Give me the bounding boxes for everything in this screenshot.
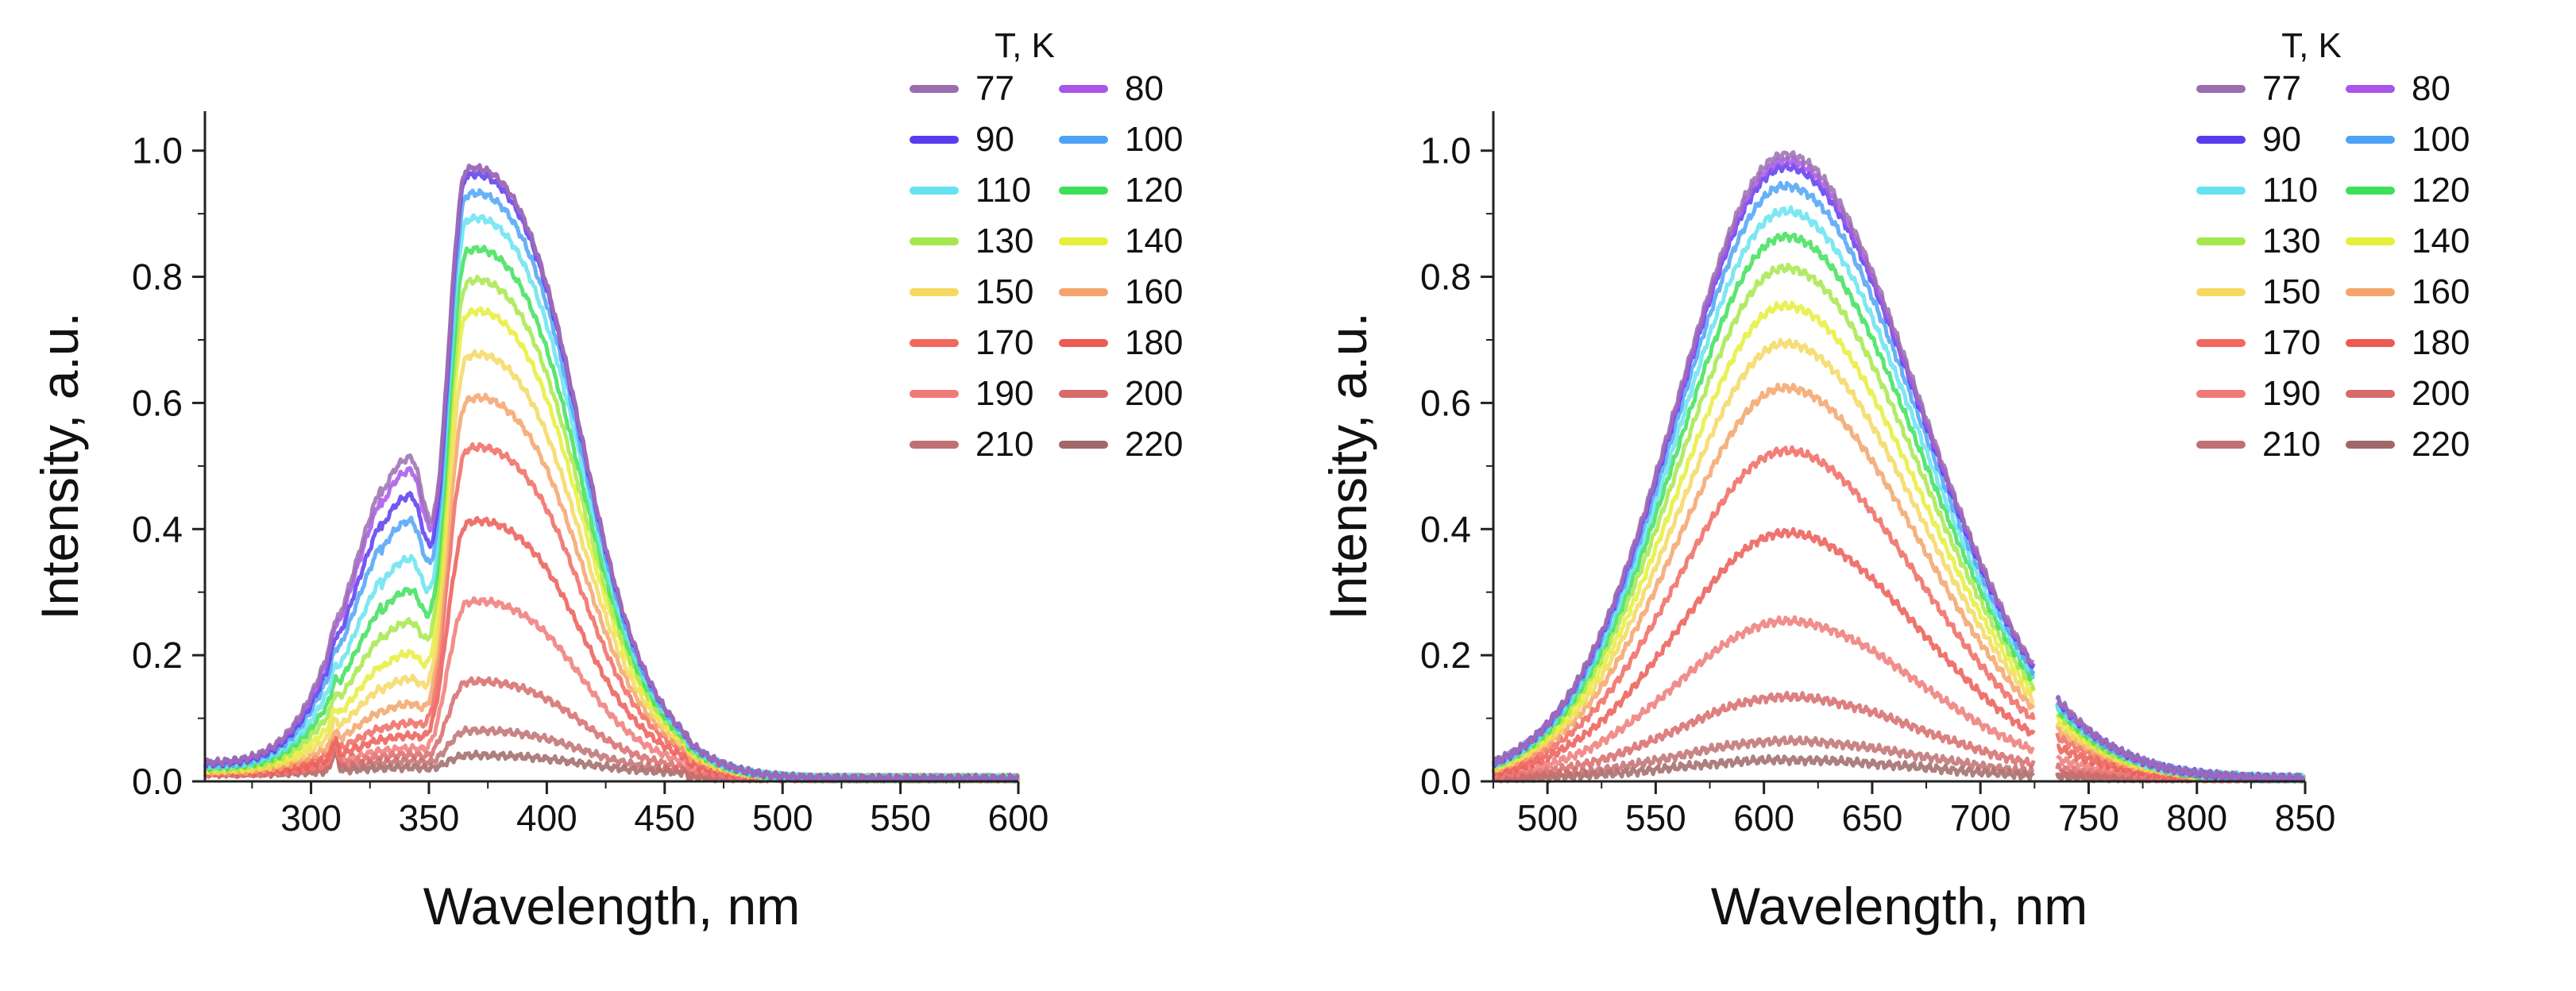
legend-label-90: 90 bbox=[2262, 120, 2301, 159]
legend-label-190: 190 bbox=[2262, 374, 2320, 413]
legend-label-110: 110 bbox=[975, 171, 1031, 210]
series-line-150K bbox=[1491, 337, 2306, 784]
series-line-110K bbox=[203, 213, 1020, 784]
x-tick-label: 750 bbox=[2058, 797, 2119, 839]
y-tick-label: 0.8 bbox=[132, 256, 183, 298]
legend-label-150: 150 bbox=[2262, 272, 2320, 311]
legend-label-77: 77 bbox=[2262, 69, 2301, 108]
series-lines bbox=[1491, 150, 2306, 784]
x-tick-label: 800 bbox=[2166, 797, 2227, 839]
legend-label-130: 130 bbox=[2262, 222, 2320, 260]
x-tick-label: 700 bbox=[1950, 797, 2011, 839]
legend-label-110: 110 bbox=[2262, 171, 2318, 210]
legend-label-220: 220 bbox=[1125, 425, 1183, 464]
legend-label-210: 210 bbox=[975, 425, 1033, 464]
y-tick-label: 0.4 bbox=[1420, 508, 1471, 549]
y-tick-label: 0.2 bbox=[1420, 634, 1471, 676]
y-tick-label: 0.2 bbox=[132, 634, 183, 676]
x-tick-label: 500 bbox=[1517, 797, 1578, 839]
y-tick-label: 0.6 bbox=[1420, 382, 1471, 423]
legend-label-170: 170 bbox=[975, 323, 1033, 362]
legend-label-210: 210 bbox=[2262, 425, 2320, 464]
legend-label-80: 80 bbox=[1125, 69, 1164, 108]
series-line-110K bbox=[1492, 205, 2305, 784]
x-tick-label: 500 bbox=[752, 797, 813, 839]
legend: T, K 77 80 90 100 110 120 130 140 150 160 170 180 190… bbox=[910, 26, 1183, 464]
legend-label-120: 120 bbox=[2412, 171, 2470, 210]
legend-label-150: 150 bbox=[975, 272, 1033, 311]
legend-label-100: 100 bbox=[1125, 120, 1183, 159]
legend-title: T, K bbox=[2281, 26, 2342, 65]
legend: T, K 77 80 90 100 110 120 130 140 150 160 170 180 190… bbox=[2196, 26, 2470, 464]
x-tick-label: 300 bbox=[280, 797, 342, 839]
y-axis-title: Intensity, a.u. bbox=[30, 312, 89, 620]
series-lines bbox=[203, 163, 1021, 784]
legend-label-130: 130 bbox=[975, 222, 1033, 260]
x-axis-title: Wavelength, nm bbox=[1711, 877, 2087, 935]
y-tick-label: 0.8 bbox=[1420, 256, 1471, 298]
legend-title: T, K bbox=[994, 26, 1055, 65]
legend-label-80: 80 bbox=[2412, 69, 2450, 108]
y-tick-label: 0.0 bbox=[1420, 761, 1471, 802]
y-tick-label: 0.6 bbox=[132, 382, 183, 423]
legend-label-200: 200 bbox=[1125, 374, 1183, 413]
y-tick-label: 0.0 bbox=[132, 761, 183, 802]
series-line-77K bbox=[203, 163, 1020, 784]
x-tick-label: 450 bbox=[634, 797, 695, 839]
x-tick-label: 650 bbox=[1842, 797, 1903, 839]
legend-label-90: 90 bbox=[975, 120, 1014, 159]
y-tick-label: 1.0 bbox=[132, 130, 183, 172]
legend-label-140: 140 bbox=[2412, 222, 2470, 260]
legend-label-200: 200 bbox=[2412, 374, 2470, 413]
legend-label-120: 120 bbox=[1125, 171, 1183, 210]
chart-panel-left: 300 350 400 450 500 550 600 0.0 0.2 0.4 0.6 0.8 1.0 W… bbox=[30, 26, 1183, 935]
legend-label-180: 180 bbox=[1125, 323, 1183, 362]
x-tick-label: 550 bbox=[870, 797, 931, 839]
series-line-120K bbox=[203, 245, 1020, 784]
legend-label-140: 140 bbox=[1125, 222, 1183, 260]
legend-label-160: 160 bbox=[1125, 272, 1183, 311]
x-axis-title: Wavelength, nm bbox=[423, 877, 800, 935]
legend-label-170: 170 bbox=[2262, 323, 2320, 362]
chart-panel-right: 500 550 600 650 700 750 800 850 0.0 0.2 0.4 0.6 0.8 1… bbox=[1319, 26, 2470, 935]
y-tick-label: 0.4 bbox=[132, 508, 183, 549]
y-tick-label: 1.0 bbox=[1420, 130, 1471, 172]
legend-label-220: 220 bbox=[2412, 425, 2470, 464]
y-axis-title: Intensity, a.u. bbox=[1319, 312, 1377, 620]
x-tick-label: 600 bbox=[1733, 797, 1794, 839]
x-tick-label: 550 bbox=[1625, 797, 1686, 839]
x-tick-label: 400 bbox=[516, 797, 577, 839]
x-tick-label: 350 bbox=[399, 797, 460, 839]
legend-label-160: 160 bbox=[2412, 272, 2470, 311]
legend-label-100: 100 bbox=[2412, 120, 2470, 159]
legend-label-190: 190 bbox=[975, 374, 1033, 413]
series-line-77K bbox=[1491, 150, 2305, 784]
x-tick-label: 600 bbox=[988, 797, 1049, 839]
x-tick-label: 850 bbox=[2275, 797, 2336, 839]
legend-label-180: 180 bbox=[2412, 323, 2470, 362]
legend-label-77: 77 bbox=[975, 69, 1014, 108]
series-line-100K bbox=[1491, 180, 2306, 784]
